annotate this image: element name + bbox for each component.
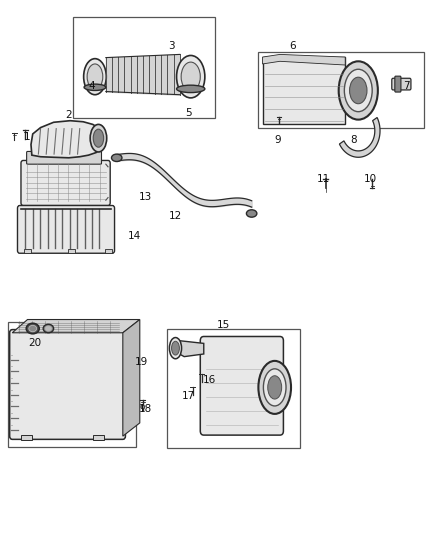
Ellipse shape (177, 85, 205, 93)
Polygon shape (339, 117, 380, 157)
Text: 6: 6 (290, 42, 296, 52)
Bar (258, 52, 424, 127)
Bar (167, 328, 300, 448)
Text: 20: 20 (28, 338, 42, 349)
Polygon shape (31, 120, 102, 158)
Text: 8: 8 (350, 135, 357, 146)
Text: 15: 15 (217, 320, 230, 330)
Bar (105, 249, 112, 253)
Text: 19: 19 (135, 357, 148, 367)
Ellipse shape (350, 77, 367, 104)
Text: 11: 11 (317, 174, 330, 184)
Ellipse shape (90, 124, 107, 152)
Text: 18: 18 (138, 403, 152, 414)
Text: 17: 17 (182, 391, 195, 401)
Text: 12: 12 (169, 211, 182, 221)
Bar (24, 249, 31, 253)
Text: 2: 2 (66, 110, 72, 120)
Ellipse shape (87, 64, 103, 90)
Text: 1: 1 (24, 132, 31, 142)
Ellipse shape (177, 55, 205, 98)
Bar (8, 322, 136, 447)
Polygon shape (262, 54, 345, 65)
Text: 9: 9 (275, 135, 281, 146)
FancyBboxPatch shape (21, 160, 110, 206)
Ellipse shape (344, 69, 372, 112)
Ellipse shape (339, 61, 378, 119)
Text: 14: 14 (127, 231, 141, 241)
Bar (73, 17, 215, 118)
Polygon shape (12, 319, 140, 333)
Ellipse shape (172, 341, 180, 355)
Ellipse shape (141, 405, 145, 409)
Text: 5: 5 (185, 108, 192, 118)
Ellipse shape (29, 325, 37, 332)
Text: 16: 16 (203, 375, 216, 385)
Polygon shape (123, 319, 140, 436)
Ellipse shape (258, 361, 291, 414)
Text: 3: 3 (168, 42, 174, 52)
Ellipse shape (170, 337, 182, 359)
Bar (67, 249, 74, 253)
Polygon shape (175, 341, 204, 357)
Ellipse shape (93, 129, 104, 147)
Ellipse shape (43, 324, 53, 333)
Bar (93, 434, 104, 440)
Text: 4: 4 (88, 81, 95, 91)
Ellipse shape (84, 59, 106, 95)
Ellipse shape (181, 62, 200, 91)
FancyBboxPatch shape (27, 151, 102, 164)
FancyBboxPatch shape (392, 78, 411, 90)
FancyBboxPatch shape (18, 206, 115, 253)
Ellipse shape (46, 326, 51, 331)
Text: 7: 7 (403, 81, 410, 91)
Ellipse shape (112, 154, 122, 161)
FancyBboxPatch shape (395, 76, 401, 92)
Ellipse shape (268, 376, 282, 399)
Bar (21, 434, 32, 440)
Text: 10: 10 (364, 174, 377, 184)
FancyBboxPatch shape (10, 329, 125, 439)
Polygon shape (262, 57, 345, 124)
FancyBboxPatch shape (200, 336, 283, 435)
Ellipse shape (263, 369, 286, 406)
Ellipse shape (247, 210, 257, 217)
Ellipse shape (84, 84, 106, 91)
Text: 13: 13 (138, 191, 152, 201)
Ellipse shape (26, 323, 39, 334)
